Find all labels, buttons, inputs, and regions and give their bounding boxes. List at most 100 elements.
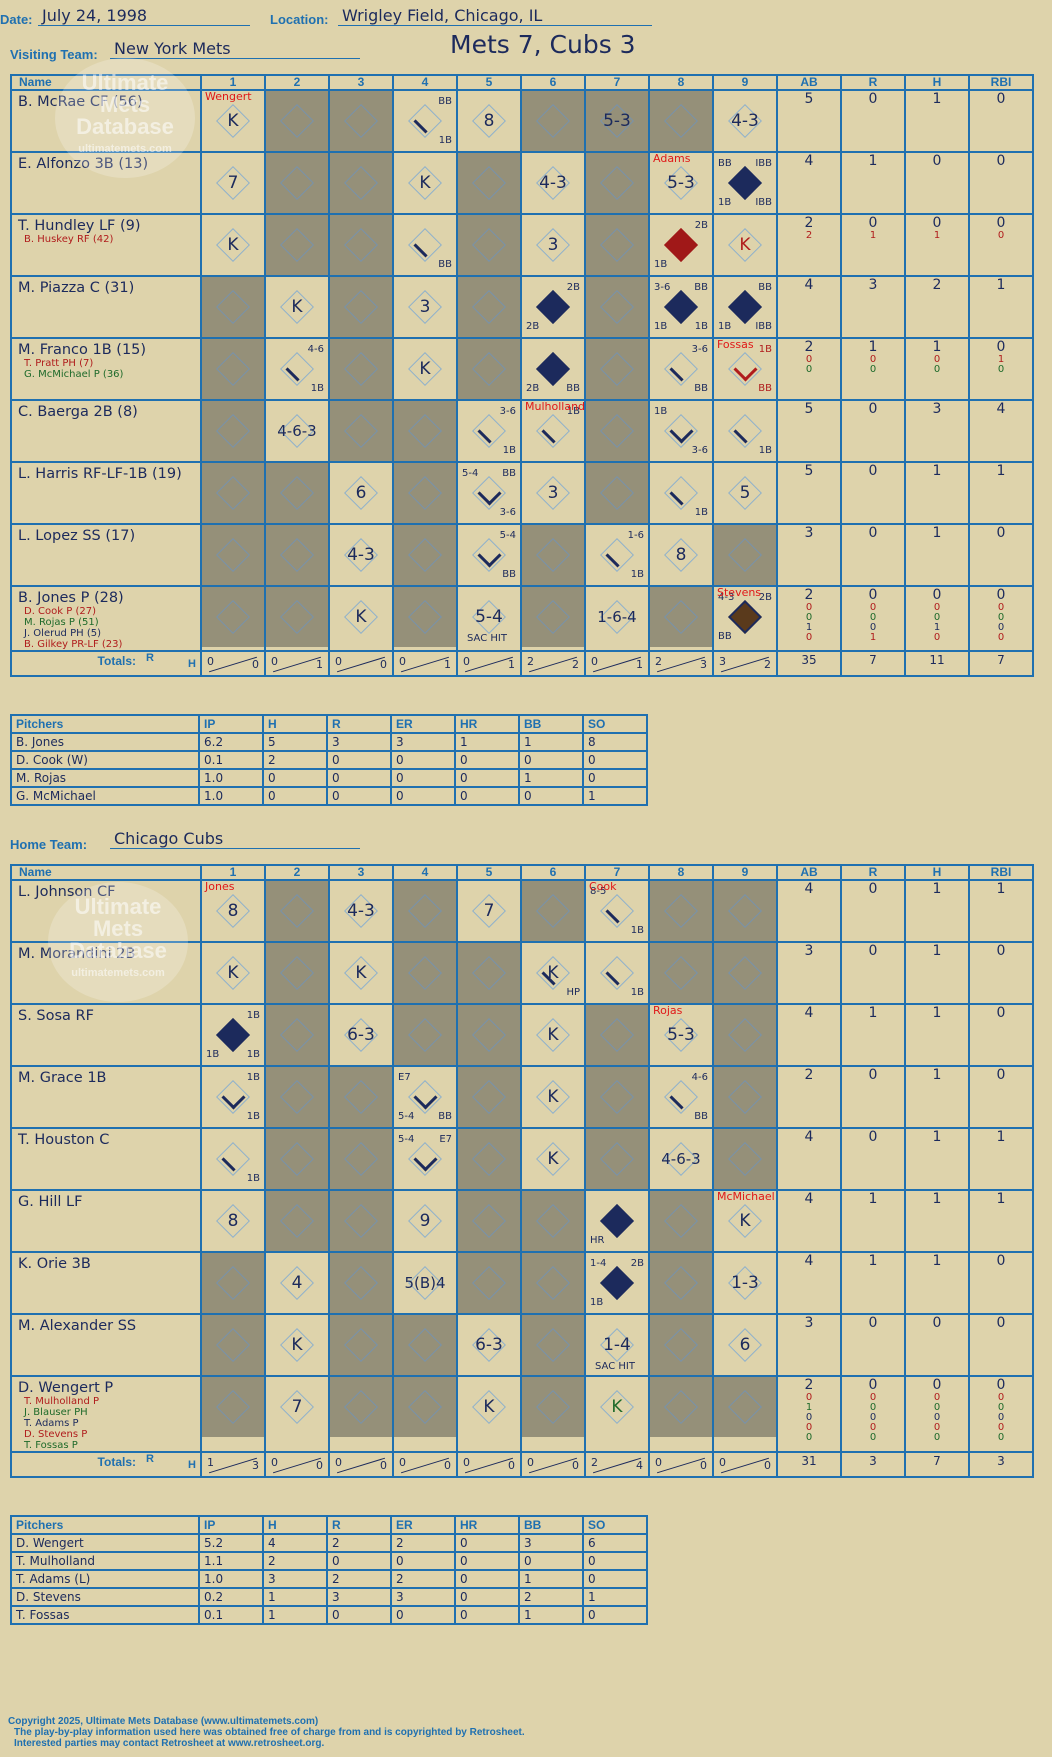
- batter-stat-h: 1: [904, 1127, 970, 1191]
- pitchers-header-cell: SO: [582, 714, 648, 734]
- batter-name-cell: L. Johnson CF: [10, 879, 202, 943]
- play-note: HR: [590, 1235, 605, 1246]
- batter-stat-rbi: 0: [968, 523, 1034, 587]
- inning-runs: 0: [463, 655, 470, 668]
- inning-cell: [264, 151, 330, 215]
- pitchers-header-row: Pitchers IP H R ER HR BB SO: [10, 714, 648, 734]
- inning-cell: 4-6-3: [264, 399, 330, 463]
- base-diamond: [728, 1018, 762, 1052]
- batter-stat-h: 0: [904, 151, 970, 215]
- substitute-name: D. Cook P (27): [24, 606, 96, 617]
- at-bat-box: 1-4 SAC HIT: [586, 1315, 648, 1375]
- inning-cell: 2B BB: [520, 337, 586, 401]
- home-team-label: Home Team:: [10, 837, 88, 852]
- base-diamond: [536, 1204, 570, 1238]
- base-diamond: [408, 600, 442, 634]
- play-result: 1-6-4: [597, 608, 637, 626]
- inning-hits: 0: [380, 658, 387, 671]
- stat-value: 1: [996, 1191, 1006, 1207]
- at-bat-box: K: [394, 153, 456, 213]
- batter-name: K. Orie 3B: [18, 1256, 91, 1272]
- base-diamond: [216, 600, 250, 634]
- at-bat-box: [522, 587, 584, 647]
- at-bat-box: [586, 153, 648, 213]
- at-bat-box: 5-4 BB: [458, 525, 520, 585]
- sub-stat-value: 0: [933, 1402, 941, 1413]
- pitcher-stat: 1.0: [198, 786, 264, 806]
- at-bat-box: [330, 1315, 392, 1375]
- at-bat-box: [394, 881, 456, 941]
- sub-stat-value: 1: [805, 622, 813, 633]
- batter-stat-r: 0: [840, 523, 906, 587]
- base-diamond: [408, 414, 442, 448]
- pitchers-header-cell: BB: [518, 1515, 584, 1535]
- play-result: 8: [675, 545, 687, 565]
- inning-cell: K: [392, 151, 458, 215]
- inning-cell: 8: [648, 523, 714, 587]
- batter-stat-h: 1: [904, 89, 970, 153]
- pitcher-stat: 0: [262, 786, 328, 806]
- substitute-name: D. Stevens P: [24, 1429, 88, 1440]
- inning-cell: [264, 213, 330, 277]
- footer-contact: Interested parties may contact Retroshee…: [14, 1738, 325, 1749]
- batter-name-cell: K. Orie 3B: [10, 1251, 202, 1315]
- home-pitchers-table: Pitchers IP H R ER HR BB SO D. Wengert 5.2 4 2 2 0 3 6 T…: [10, 1515, 648, 1625]
- base-diamond: [728, 956, 762, 990]
- substitute-name: J. Blauser PH: [24, 1407, 88, 1418]
- base-diamond: [600, 1142, 634, 1176]
- stat-value: 2: [804, 1067, 814, 1083]
- inning-cell: [264, 1127, 330, 1191]
- sub-stat-value: 0: [933, 1412, 941, 1423]
- batter-name: C. Baerga 2B (8): [18, 404, 138, 420]
- sub-stat-value: 0: [869, 1412, 877, 1423]
- pitcher-stat: 0: [582, 1569, 648, 1589]
- at-bat-box: 3-6 BB 1B 1B: [650, 277, 712, 337]
- pitcher-stat: 0: [454, 768, 520, 788]
- stat-value: 0: [996, 943, 1006, 959]
- batter-stat-rbi: 1: [968, 879, 1034, 943]
- inning-cell: 9: [392, 1189, 458, 1253]
- base-diamond: [600, 352, 634, 386]
- at-bat-box: 3: [522, 463, 584, 523]
- inning-cell: [520, 1313, 586, 1377]
- sub-stat-value: 0: [933, 354, 941, 365]
- inning-cell: [712, 941, 778, 1005]
- pitcher-stat: 1: [454, 732, 520, 752]
- base-diamond: [472, 1018, 506, 1052]
- inning-cell: 3: [520, 461, 586, 525]
- pitchers-header-cell: Pitchers: [10, 1515, 200, 1535]
- at-bat-box: K: [202, 215, 264, 275]
- inning-header-9: 9: [712, 864, 778, 881]
- pitchers-header-cell: HR: [454, 1515, 520, 1535]
- inning-cell: [392, 585, 458, 652]
- play-result: K: [419, 173, 431, 193]
- at-bat-box: [202, 1253, 264, 1313]
- inning-runs: 0: [719, 1456, 726, 1469]
- pitcher-stat: 0: [390, 786, 456, 806]
- play-note: BB: [502, 569, 516, 580]
- batter-name: B. McRae CF (56): [18, 94, 143, 110]
- at-bat-box: 1B: [202, 1129, 264, 1189]
- batter-stat-r: 0: [840, 399, 906, 463]
- footer: Copyright 2025, Ultimate Mets Database (…: [8, 1716, 525, 1749]
- pitchers-header-row: Pitchers IP H R ER HR BB SO: [10, 1515, 648, 1535]
- sub-stat-value: 0: [805, 364, 813, 375]
- play-result: 3: [547, 483, 559, 503]
- batter-row: C. Baerga 2B (8) 4-6-3 3-6 1B 1B Mulholland 1B…: [10, 399, 1034, 463]
- totals-text: Totals:: [97, 1455, 136, 1469]
- pitcher-name: M. Rojas: [10, 768, 200, 788]
- totals-label: Totals: R H: [10, 650, 202, 677]
- stat-value: 0: [932, 1377, 942, 1393]
- stat-value: 1: [996, 463, 1006, 479]
- base-diamond: [728, 894, 762, 928]
- pitching-change-note: McMichael: [717, 1191, 775, 1203]
- sub-stat-value: 0: [997, 602, 1005, 613]
- stat-header-ab: AB: [776, 74, 842, 91]
- play-note: 1-4: [590, 1258, 607, 1269]
- inning-cell: [392, 523, 458, 587]
- at-bat-box: [522, 1191, 584, 1251]
- base-diamond: [664, 600, 698, 634]
- pitcher-stat: 0.2: [198, 1587, 264, 1607]
- base-diamond: [536, 538, 570, 572]
